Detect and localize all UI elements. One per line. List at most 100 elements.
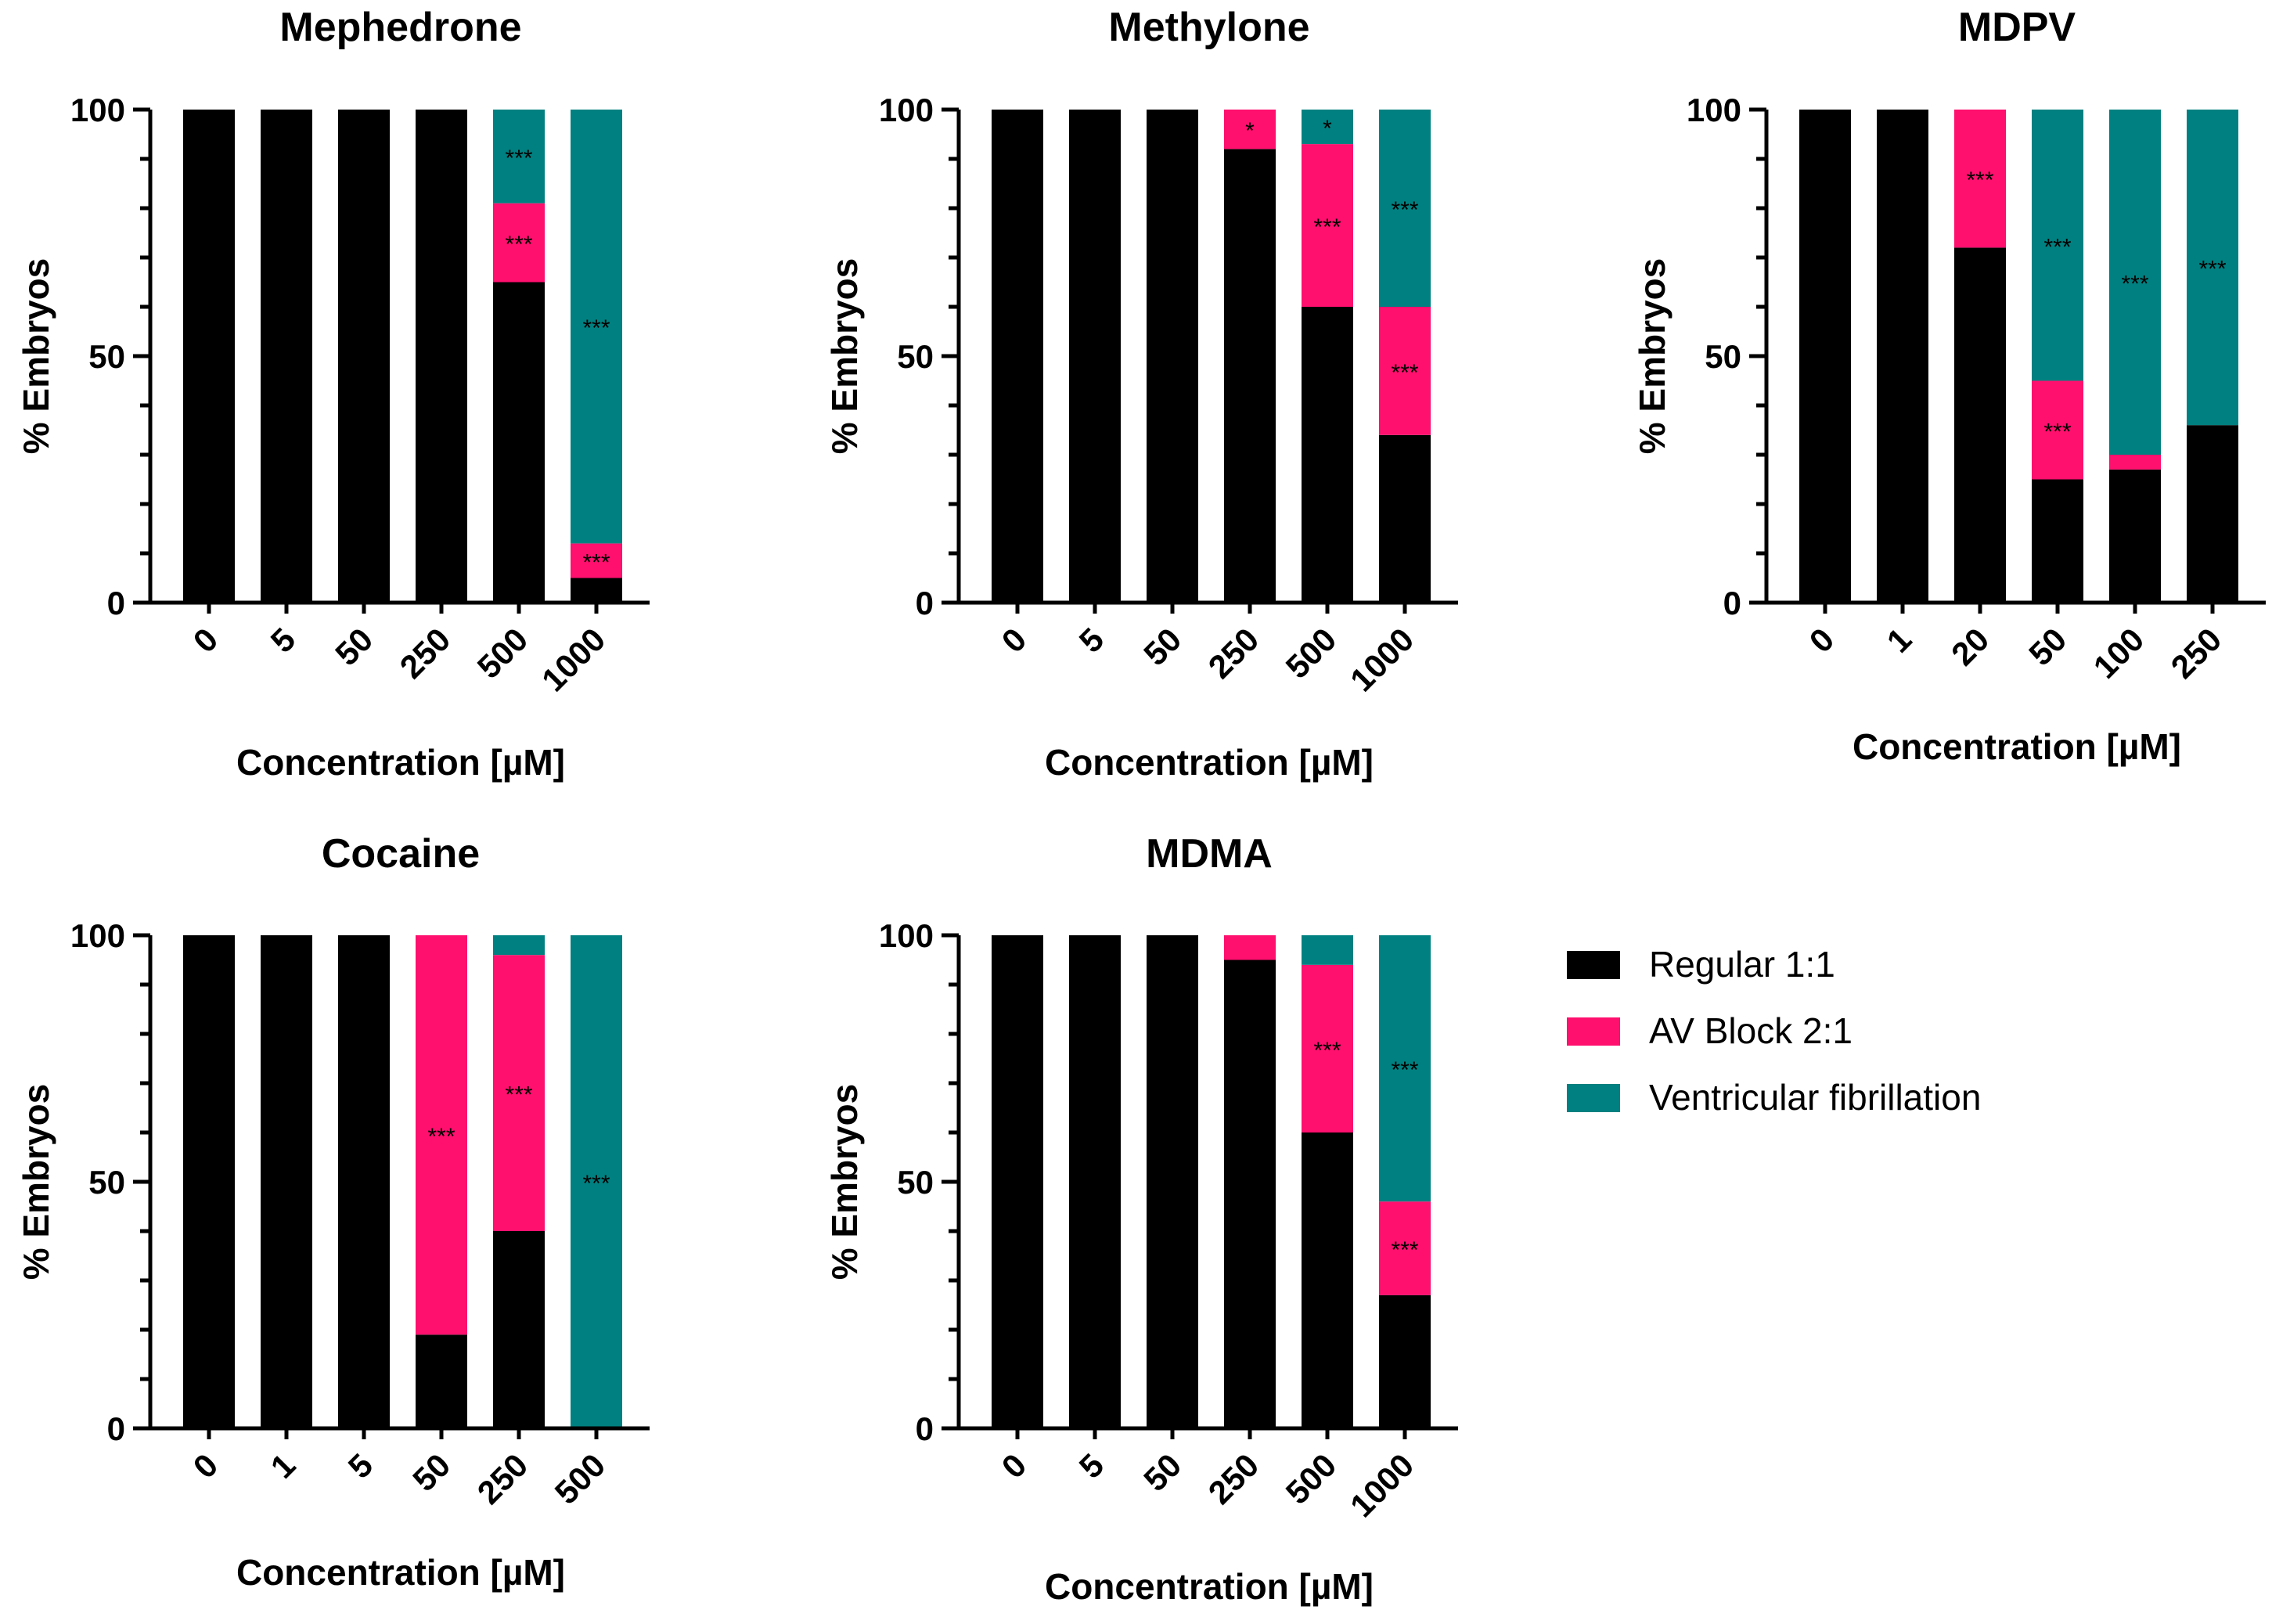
y-tick-label: 0 bbox=[1723, 585, 1741, 621]
x-tick-label: 250 bbox=[1201, 1446, 1266, 1511]
bar-regular-1-1-0 bbox=[183, 935, 235, 1428]
bar-ventricular-fibrillation-500 bbox=[1302, 935, 1353, 965]
x-axis-label: Concentration [µM] bbox=[1853, 726, 2181, 767]
y-tick-label: 100 bbox=[879, 92, 934, 128]
chart-title: Cocaine bbox=[322, 831, 480, 877]
y-tick-label: 50 bbox=[88, 338, 125, 375]
x-axis-label: Concentration [µM] bbox=[236, 1552, 565, 1593]
x-tick-label: 0 bbox=[995, 621, 1034, 660]
x-tick-label: 50 bbox=[328, 621, 380, 672]
bar-av-block-2-1-20 bbox=[1954, 110, 2006, 248]
bar-regular-1-1-0 bbox=[1799, 110, 1851, 603]
bar-regular-1-1-1000 bbox=[571, 578, 622, 603]
x-tick-label: 250 bbox=[393, 621, 458, 686]
bar-ventricular-fibrillation-250 bbox=[493, 935, 545, 956]
x-tick-label: 0 bbox=[995, 1446, 1034, 1485]
bar-regular-1-1-250 bbox=[416, 110, 467, 603]
chart-title: Methylone bbox=[1108, 5, 1309, 50]
bar-ventricular-fibrillation-1000 bbox=[571, 110, 622, 544]
y-axis-label: % Embryos bbox=[1632, 258, 1672, 455]
x-axis-label: Concentration [µM] bbox=[236, 742, 565, 783]
significance-label: *** bbox=[505, 1082, 532, 1108]
bar-ventricular-fibrillation-500 bbox=[493, 110, 545, 203]
bar-regular-1-1-5 bbox=[1069, 935, 1121, 1428]
bar-regular-1-1-1 bbox=[261, 935, 312, 1428]
bar-regular-1-1-50 bbox=[2032, 479, 2083, 603]
significance-label: *** bbox=[505, 232, 532, 257]
x-tick-label: 1000 bbox=[1343, 1446, 1420, 1524]
y-tick-label: 100 bbox=[879, 917, 934, 954]
significance-label: *** bbox=[1966, 167, 1993, 193]
legend-label: Ventricular fibrillation bbox=[1649, 1077, 1981, 1118]
bar-regular-1-1-1000 bbox=[1379, 434, 1431, 603]
y-tick-label: 50 bbox=[897, 338, 934, 375]
x-tick-label: 20 bbox=[1944, 621, 1996, 672]
legend-item-av-block-2-1: AV Block 2:1 bbox=[1567, 1010, 1853, 1051]
significance-label: * bbox=[1323, 116, 1332, 142]
bar-regular-1-1-1 bbox=[1877, 110, 1928, 603]
x-tick-label: 1000 bbox=[1343, 621, 1420, 698]
bar-regular-1-1-50 bbox=[1147, 935, 1198, 1428]
y-tick-label: 0 bbox=[916, 1410, 934, 1447]
bar-regular-1-1-500 bbox=[1302, 1132, 1353, 1428]
y-tick-label: 50 bbox=[88, 1164, 125, 1201]
bar-regular-1-1-20 bbox=[1954, 247, 2006, 603]
x-tick-label: 5 bbox=[1072, 621, 1111, 660]
y-tick-label: 0 bbox=[107, 585, 125, 621]
x-tick-label: 1000 bbox=[535, 621, 612, 698]
legend-item-regular-1-1: Regular 1:1 bbox=[1567, 944, 1835, 985]
bar-regular-1-1-0 bbox=[992, 935, 1043, 1428]
significance-label: *** bbox=[1313, 1038, 1341, 1064]
legend: Regular 1:1 AV Block 2:1 Ventricular fibri… bbox=[1567, 944, 1981, 1118]
x-tick-label: 50 bbox=[405, 1446, 457, 1498]
x-tick-label: 50 bbox=[1136, 1446, 1188, 1498]
legend-label: Regular 1:1 bbox=[1649, 944, 1835, 985]
legend-swatch bbox=[1567, 1017, 1620, 1046]
bar-ventricular-fibrillation-500 bbox=[1302, 110, 1353, 145]
significance-label: *** bbox=[1391, 1057, 1418, 1083]
x-tick-label: 5 bbox=[341, 1446, 380, 1485]
x-tick-label: 500 bbox=[1279, 621, 1344, 686]
bar-regular-1-1-100 bbox=[2109, 469, 2161, 603]
y-axis-label: % Embryos bbox=[824, 258, 865, 455]
significance-label: *** bbox=[582, 1171, 610, 1197]
y-tick-label: 50 bbox=[1705, 338, 1741, 375]
bar-av-block-2-1-50 bbox=[416, 935, 467, 1335]
x-tick-label: 0 bbox=[1802, 621, 1842, 660]
bar-regular-1-1-0 bbox=[183, 110, 235, 603]
bar-av-block-2-1-1000 bbox=[1379, 1201, 1431, 1295]
bar-av-block-2-1-500 bbox=[1302, 964, 1353, 1132]
bar-av-block-2-1-250 bbox=[1224, 110, 1276, 149]
legend-swatch bbox=[1567, 951, 1620, 979]
significance-label: *** bbox=[1391, 1237, 1418, 1263]
bar-regular-1-1-5 bbox=[338, 935, 390, 1428]
bar-regular-1-1-50 bbox=[416, 1334, 467, 1428]
y-tick-label: 0 bbox=[107, 1410, 125, 1447]
chart-title: MDMA bbox=[1146, 831, 1273, 877]
legend-item-ventricular-fibrillation: Ventricular fibrillation bbox=[1567, 1077, 1981, 1118]
bar-regular-1-1-50 bbox=[1147, 110, 1198, 603]
x-tick-label: 250 bbox=[2164, 621, 2229, 686]
bar-av-block-2-1-100 bbox=[2109, 455, 2161, 470]
bar-regular-1-1-50 bbox=[338, 110, 390, 603]
significance-label: *** bbox=[1391, 197, 1418, 223]
bar-av-block-2-1-50 bbox=[2032, 380, 2083, 480]
x-tick-label: 5 bbox=[1072, 1446, 1111, 1485]
y-axis-label: % Embryos bbox=[16, 258, 56, 455]
x-axis-label: Concentration [µM] bbox=[1045, 742, 1374, 783]
x-tick-label: 1 bbox=[1880, 621, 1919, 660]
bar-regular-1-1-500 bbox=[493, 282, 545, 603]
y-axis-label: % Embryos bbox=[824, 1084, 865, 1280]
significance-label: *** bbox=[1391, 360, 1418, 386]
bar-regular-1-1-500 bbox=[1302, 307, 1353, 603]
x-tick-label: 100 bbox=[2087, 621, 2151, 686]
bar-ventricular-fibrillation-50 bbox=[2032, 110, 2083, 381]
bar-regular-1-1-5 bbox=[261, 110, 312, 603]
significance-label: *** bbox=[1313, 214, 1341, 240]
